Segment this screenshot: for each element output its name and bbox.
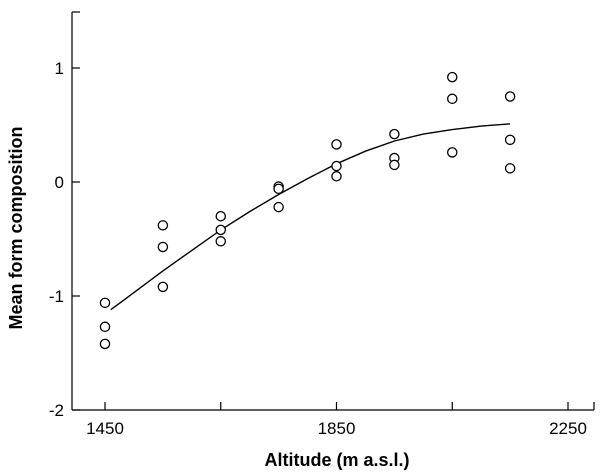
y-axis-title: Mean form composition (6, 126, 26, 329)
data-point (99, 321, 111, 333)
data-point (389, 128, 400, 140)
data-point (215, 224, 226, 236)
data-point (504, 134, 516, 146)
x-tick-label: 2250 (549, 419, 587, 438)
data-point (504, 163, 516, 174)
data-point (157, 281, 169, 293)
data-points (99, 71, 516, 350)
data-point (273, 201, 284, 213)
fit-curve (110, 123, 511, 311)
data-point (157, 241, 169, 253)
y-tick-label: 0 (55, 173, 64, 192)
x-tick-label: 1850 (318, 419, 356, 438)
axes: -2 -1 0 1 1450 1850 2250 (49, 11, 595, 438)
data-point (331, 160, 342, 172)
data-point (446, 147, 458, 158)
data-point (446, 71, 458, 83)
data-point (446, 93, 458, 105)
y-tick-label: -1 (49, 287, 64, 306)
data-point (331, 139, 342, 150)
fit-curve-group (110, 123, 511, 311)
data-point (273, 183, 284, 195)
data-point (99, 338, 111, 350)
data-point (389, 159, 400, 171)
data-point (504, 91, 516, 102)
data-point (215, 210, 226, 222)
y-tick-label: 1 (55, 59, 64, 78)
x-axis-title: Altitude (m a.s.l.) (264, 450, 409, 470)
data-point (157, 220, 169, 231)
data-point (215, 236, 226, 247)
data-point (99, 297, 111, 309)
y-tick-label: -2 (49, 401, 64, 420)
data-point (331, 171, 342, 182)
x-tick-label: 1450 (86, 419, 124, 438)
